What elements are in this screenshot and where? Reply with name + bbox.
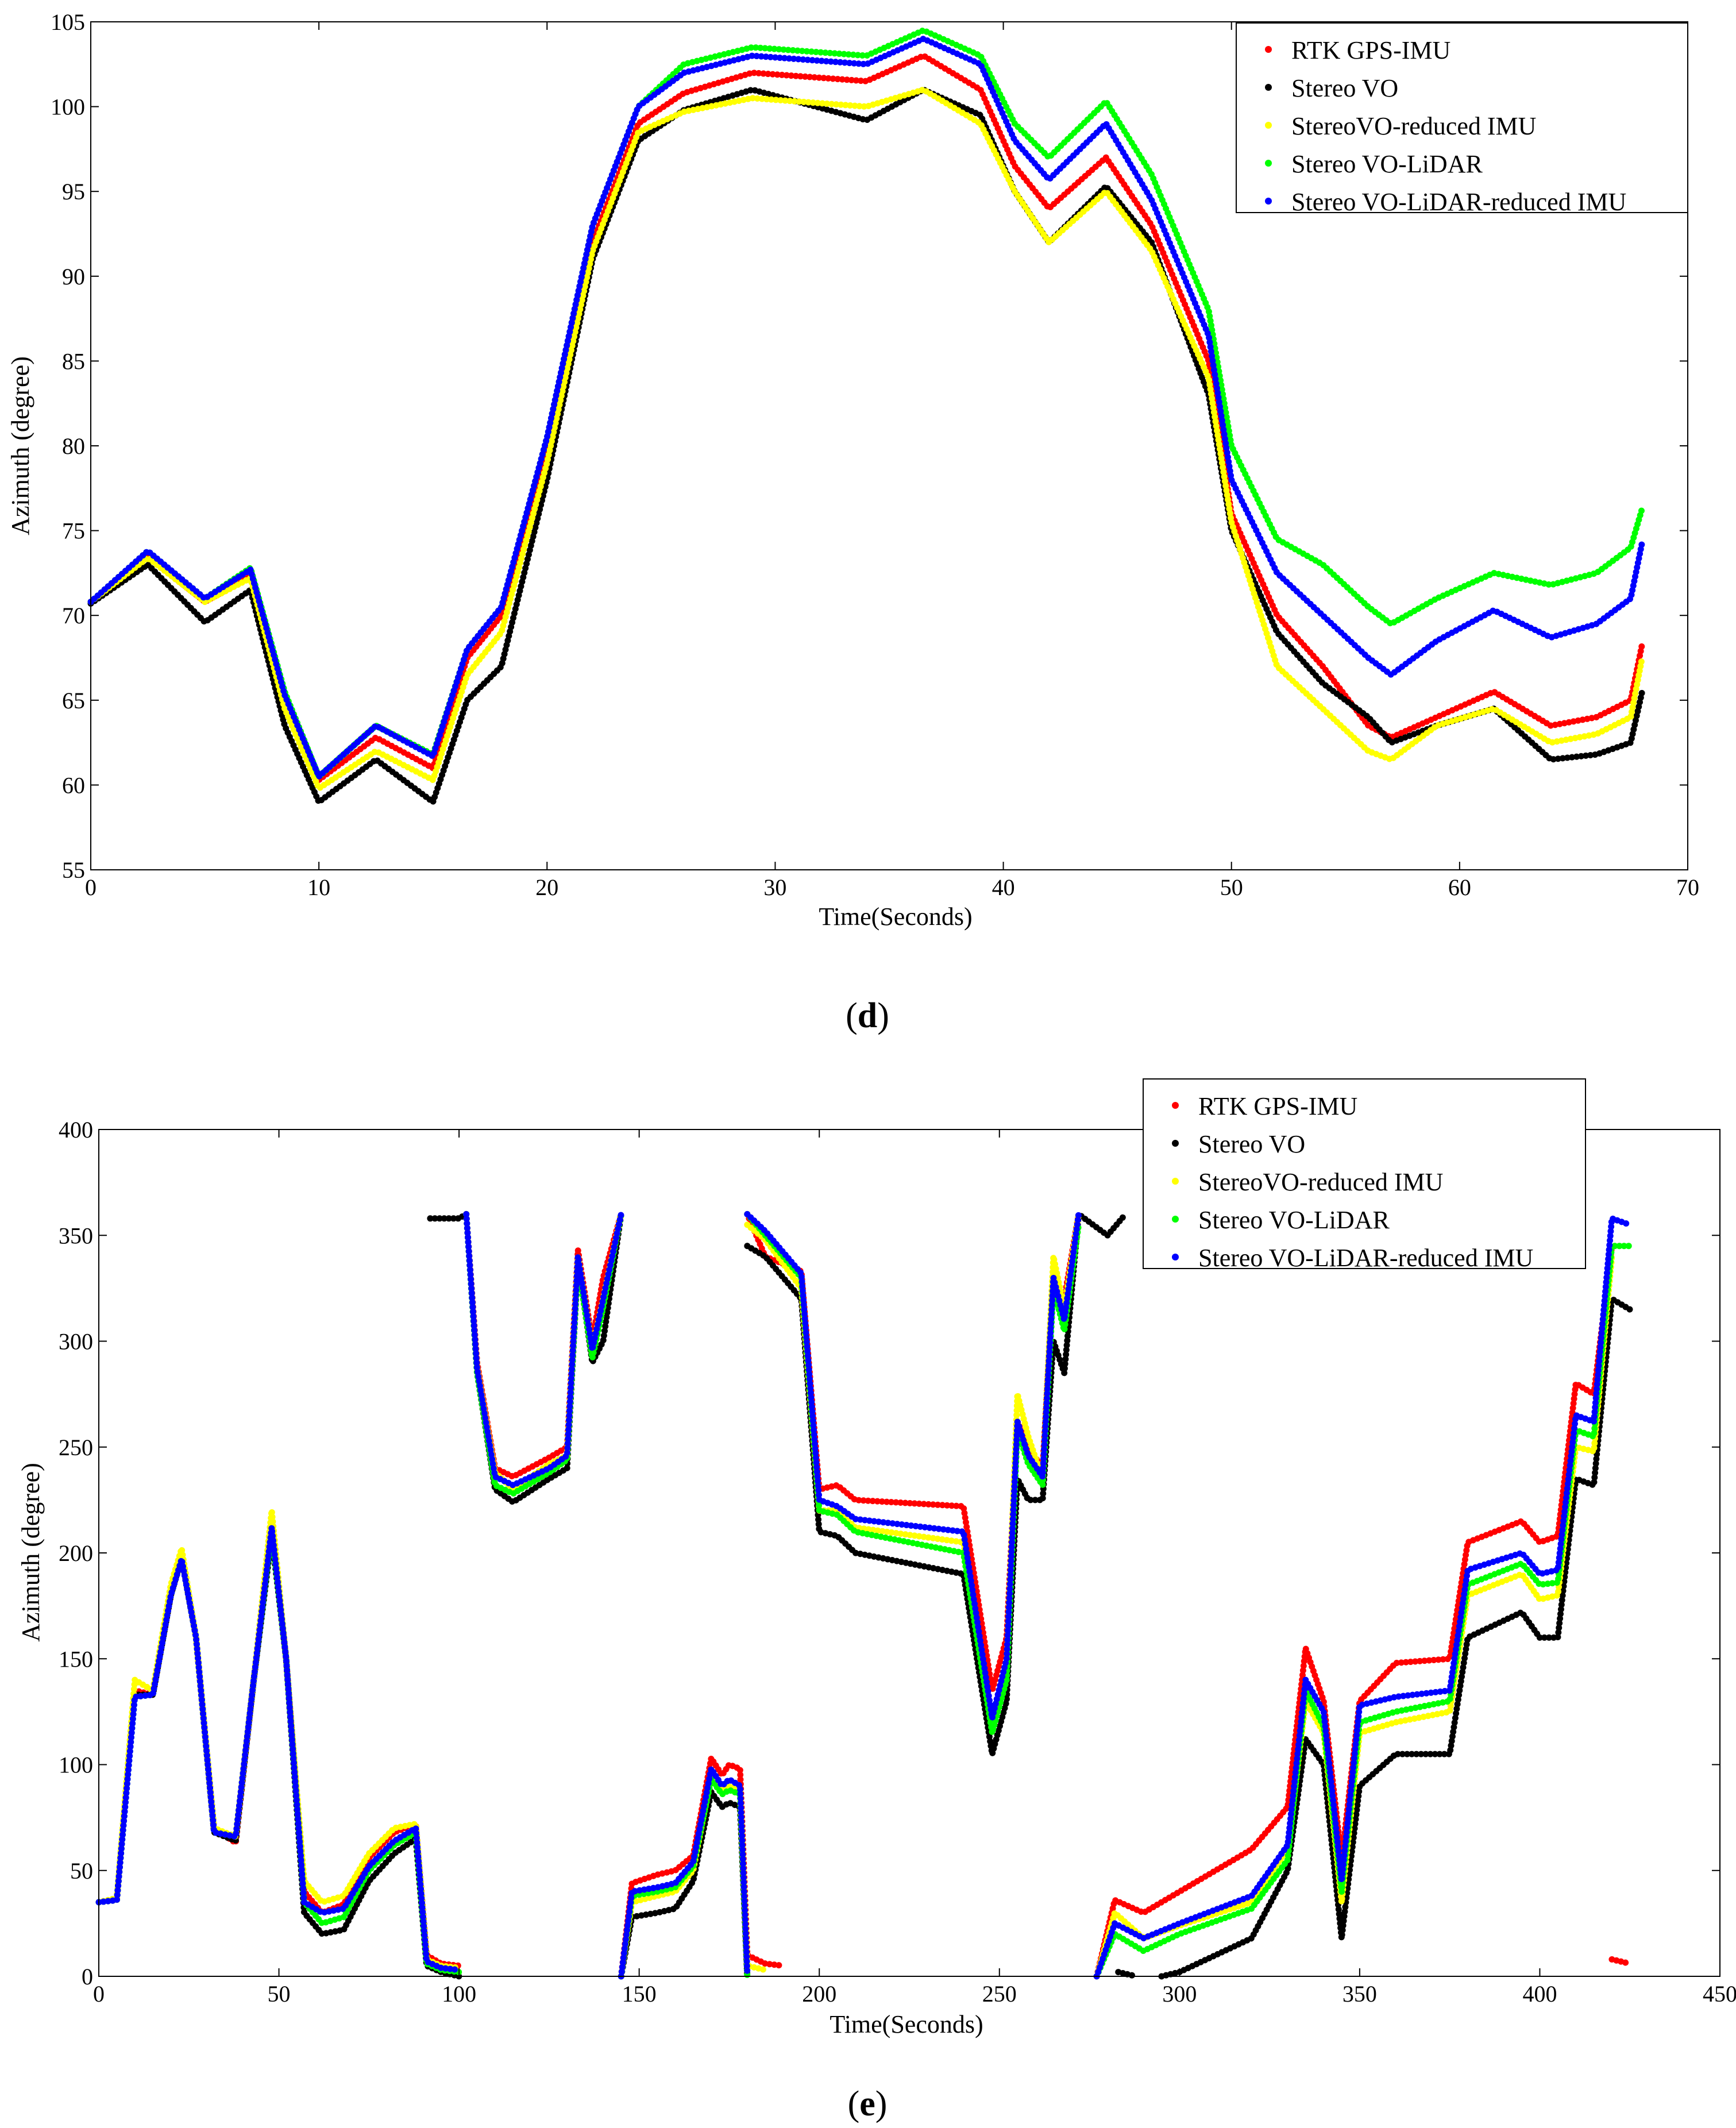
series-stereo-vo-lidar-reduced-imu-segment-1 bbox=[95, 1524, 462, 1973]
x-axis-label-e: Time(Seconds) bbox=[830, 2010, 983, 2038]
x-tick-label: 30 bbox=[763, 874, 786, 900]
y-tick-label: 75 bbox=[62, 518, 85, 544]
y-tick-label: 0 bbox=[82, 1964, 93, 1990]
y-tick-label: 150 bbox=[59, 1646, 93, 1672]
ticks-e: 0 50 100 150 200 250 300 350 400 450 0 50 100 150 200 2… bbox=[59, 1117, 1736, 2007]
legend-marker-stereovo-reduced-imu bbox=[1265, 122, 1272, 129]
legend-marker-stereo-vo bbox=[1265, 84, 1272, 91]
series-stereovo-reduced-imu-segment-1 bbox=[87, 86, 1646, 792]
legend-marker-stereo-vo-lidar-reduced-imu bbox=[1172, 1254, 1179, 1260]
legend-label-rtk: RTK GPS-IMU bbox=[1291, 36, 1450, 64]
y-tick-label: 90 bbox=[62, 264, 85, 290]
legend-label-rtk: RTK GPS-IMU bbox=[1198, 1092, 1357, 1120]
legend-marker-rtk bbox=[1265, 46, 1272, 53]
x-tick-label: 400 bbox=[1522, 1981, 1557, 2007]
legend-label-stereovo-reduced-imu: StereoVO-reduced IMU bbox=[1291, 112, 1536, 140]
panel-caption-e: (e) bbox=[848, 2084, 888, 2123]
x-tick-label: 150 bbox=[622, 1981, 657, 2007]
legend-label-stereo-vo: Stereo VO bbox=[1291, 74, 1398, 102]
y-tick-label: 85 bbox=[62, 348, 85, 374]
y-tick-label: 100 bbox=[59, 1752, 93, 1778]
caption-letter-d: d bbox=[858, 996, 877, 1035]
series-rtk-gps-imu-segment-6 bbox=[1608, 1956, 1633, 1967]
series-rtk-gps-imu-segment-1 bbox=[87, 52, 1646, 783]
caption-close-e: ) bbox=[875, 2084, 888, 2123]
legend-label-stereo-vo-lidar: Stereo VO-LiDAR bbox=[1198, 1206, 1390, 1234]
x-tick-label: 70 bbox=[1676, 874, 1699, 900]
caption-open-d: ( bbox=[846, 996, 858, 1035]
legend-label-stereo-vo-lidar-reduced-imu: Stereo VO-LiDAR-reduced IMU bbox=[1291, 188, 1626, 216]
x-tick-label: 200 bbox=[802, 1981, 836, 2007]
x-tick-label: 450 bbox=[1703, 1981, 1736, 2007]
legend-e: RTK GPS-IMU Stereo VO StereoVO-reduced I… bbox=[1143, 1078, 1586, 1272]
series-stereo-vo-lidar-reduced-imu-segment-4 bbox=[744, 1211, 1082, 1721]
x-axis-label-d: Time(Seconds) bbox=[819, 903, 972, 931]
legend-d: RTK GPS-IMU Stereo VO StereoVO-reduced I… bbox=[1236, 22, 1688, 216]
series-stereo-vo-lidar-reduced-imu-segment-1 bbox=[87, 36, 1646, 780]
y-tick-label: 300 bbox=[59, 1329, 93, 1355]
series-stereo-vo-lidar-reduced-imu-segment-5 bbox=[1093, 1215, 1633, 1980]
chart-panel-d: 0 10 20 30 40 50 60 70556065707580859095100105 … bbox=[6, 9, 1699, 1035]
x-tick-label: 250 bbox=[982, 1981, 1017, 2007]
legend-marker-stereo-vo-lidar-reduced-imu bbox=[1265, 198, 1272, 205]
x-tick-label: 40 bbox=[992, 874, 1015, 900]
legend-marker-stereo-vo bbox=[1172, 1140, 1179, 1147]
legend-marker-stereo-vo-lidar bbox=[1172, 1216, 1179, 1223]
legend-marker-stereovo-reduced-imu bbox=[1172, 1178, 1179, 1185]
caption-close-d: ) bbox=[877, 996, 889, 1035]
y-tick-label: 400 bbox=[59, 1117, 93, 1143]
y-tick-label: 95 bbox=[62, 179, 85, 205]
y-tick-label: 50 bbox=[70, 1858, 93, 1884]
legend-label-stereo-vo-lidar: Stereo VO-LiDAR bbox=[1291, 150, 1483, 178]
chart-panel-e: 0 50 100 150 200 250 300 350 400 450 0 50 100 150 200 2… bbox=[17, 1078, 1736, 2123]
x-tick-label: 50 bbox=[268, 1981, 291, 2007]
legend-label-stereovo-reduced-imu: StereoVO-reduced IMU bbox=[1198, 1168, 1443, 1196]
y-tick-label: 70 bbox=[62, 603, 85, 629]
x-tick-label: 50 bbox=[1220, 874, 1243, 900]
y-tick-label: 200 bbox=[59, 1540, 93, 1566]
x-tick-label: 0 bbox=[85, 874, 97, 900]
series-stereo-vo-segment-1 bbox=[87, 86, 1646, 805]
x-tick-label: 60 bbox=[1448, 874, 1471, 900]
legend-marker-stereo-vo-lidar bbox=[1265, 160, 1272, 167]
x-tick-label: 0 bbox=[93, 1981, 105, 2007]
y-tick-label: 60 bbox=[62, 772, 85, 798]
caption-open-e: ( bbox=[848, 2084, 860, 2123]
legend-label-stereo-vo: Stereo VO bbox=[1198, 1130, 1305, 1158]
caption-letter-e: e bbox=[859, 2084, 875, 2123]
y-tick-label: 105 bbox=[51, 9, 85, 35]
y-axis-label-e: Azimuth (degree) bbox=[17, 1463, 45, 1642]
legend-box-d bbox=[1236, 22, 1688, 213]
x-tick-label: 300 bbox=[1162, 1981, 1197, 2007]
legend-marker-rtk bbox=[1172, 1102, 1179, 1109]
y-tick-label: 80 bbox=[62, 433, 85, 459]
legend-label-stereo-vo-lidar-reduced-imu: Stereo VO-LiDAR-reduced IMU bbox=[1198, 1244, 1533, 1272]
series-layer-d bbox=[87, 27, 1646, 805]
y-tick-label: 350 bbox=[59, 1223, 93, 1248]
series-stereo-vo-segment-6 bbox=[1158, 1296, 1633, 1980]
y-tick-label: 100 bbox=[51, 94, 85, 120]
legend-box-e bbox=[1143, 1078, 1586, 1269]
series-rtk-gps-imu-segment-5 bbox=[1093, 1243, 1615, 1980]
x-tick-label: 10 bbox=[307, 874, 330, 900]
series-rtk-gps-imu-segment-3 bbox=[618, 1755, 786, 1980]
ticks-d: 0 10 20 30 40 50 60 70 55 60 65 70 75 80 85 90 95 100 105 bbox=[51, 9, 1699, 900]
y-tick-label: 250 bbox=[59, 1435, 93, 1460]
y-tick-label: 55 bbox=[62, 857, 85, 883]
series-layer-e bbox=[95, 1211, 1633, 1980]
x-tick-label: 20 bbox=[535, 874, 558, 900]
series-stereo-vo-segment-5 bbox=[1115, 1969, 1140, 1980]
y-tick-label: 65 bbox=[62, 688, 85, 714]
y-axis-label-d: Azimuth (degree) bbox=[6, 356, 34, 535]
series-stereo-vo-lidar-reduced-imu-segment-2 bbox=[463, 1211, 624, 1489]
series-stereo-vo-lidar-reduced-imu-segment-3 bbox=[618, 1765, 751, 1980]
panel-caption-d: (d) bbox=[846, 996, 889, 1035]
x-tick-label: 350 bbox=[1342, 1981, 1377, 2007]
x-tick-label: 100 bbox=[442, 1981, 476, 2007]
